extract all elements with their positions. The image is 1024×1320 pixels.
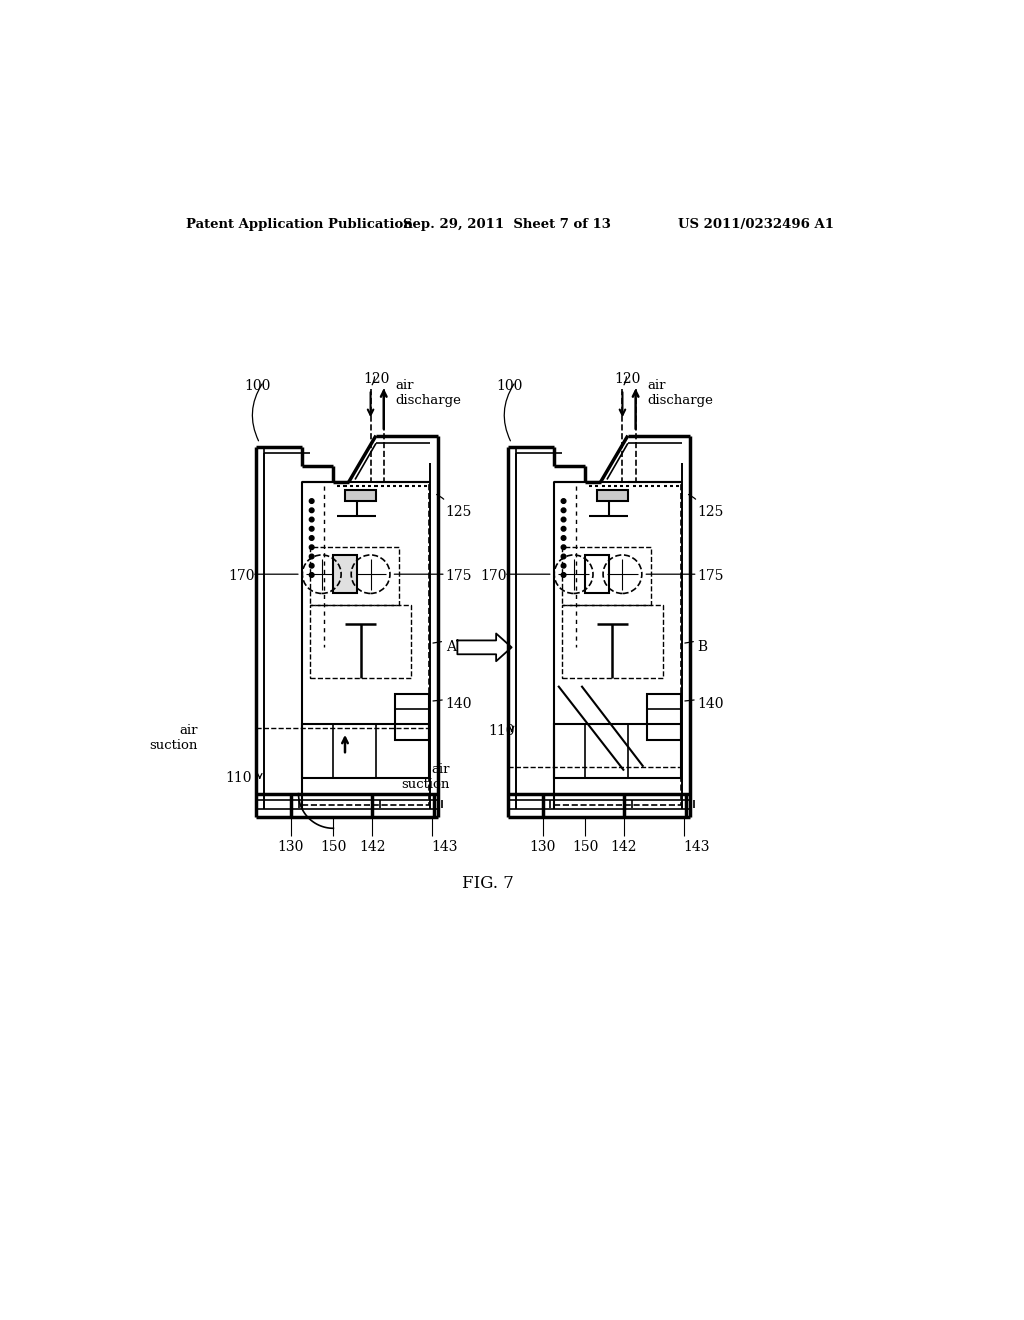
Bar — [395, 693, 429, 739]
Text: 100: 100 — [496, 379, 522, 393]
Circle shape — [561, 536, 566, 540]
Text: FIG. 7: FIG. 7 — [463, 875, 514, 891]
Text: 143: 143 — [684, 840, 711, 854]
Bar — [302, 725, 429, 779]
Circle shape — [561, 573, 566, 577]
Text: 120: 120 — [362, 372, 389, 385]
Text: 150: 150 — [572, 840, 598, 854]
Text: 143: 143 — [432, 840, 459, 854]
Text: 100: 100 — [245, 379, 270, 393]
Text: 150: 150 — [321, 840, 346, 854]
Text: 130: 130 — [529, 840, 556, 854]
Bar — [345, 490, 376, 502]
Circle shape — [561, 554, 566, 558]
Circle shape — [309, 536, 314, 540]
Text: 170: 170 — [228, 569, 255, 583]
Text: Patent Application Publication: Patent Application Publication — [186, 218, 413, 231]
Text: 110: 110 — [488, 725, 515, 738]
Circle shape — [561, 517, 566, 521]
Circle shape — [309, 508, 314, 512]
Circle shape — [309, 527, 314, 531]
Bar — [554, 725, 681, 779]
Bar — [597, 490, 628, 502]
Bar — [562, 605, 663, 678]
Text: 120: 120 — [614, 372, 641, 385]
Text: 175: 175 — [445, 569, 472, 583]
Bar — [302, 482, 429, 805]
Text: 142: 142 — [610, 840, 637, 854]
Circle shape — [309, 517, 314, 521]
Text: air
suction: air suction — [401, 763, 450, 791]
Circle shape — [309, 564, 314, 568]
Bar — [310, 605, 411, 678]
Text: 140: 140 — [697, 697, 724, 711]
Circle shape — [561, 499, 566, 503]
Bar — [334, 554, 356, 594]
Text: air
discharge: air discharge — [647, 379, 713, 408]
Circle shape — [309, 545, 314, 549]
Text: US 2011/0232496 A1: US 2011/0232496 A1 — [678, 218, 835, 231]
Text: 142: 142 — [358, 840, 385, 854]
Text: A: A — [445, 640, 456, 653]
Bar — [310, 548, 399, 605]
Circle shape — [309, 499, 314, 503]
Bar — [554, 482, 681, 805]
Circle shape — [561, 564, 566, 568]
Circle shape — [309, 554, 314, 558]
Text: 125: 125 — [697, 506, 724, 519]
Text: 110: 110 — [225, 771, 251, 784]
Circle shape — [561, 527, 566, 531]
Text: 170: 170 — [480, 569, 507, 583]
Text: Sep. 29, 2011  Sheet 7 of 13: Sep. 29, 2011 Sheet 7 of 13 — [403, 218, 611, 231]
Bar — [562, 548, 651, 605]
Circle shape — [561, 545, 566, 549]
Circle shape — [309, 573, 314, 577]
Text: B: B — [697, 640, 708, 653]
Text: 130: 130 — [278, 840, 304, 854]
Bar — [647, 693, 681, 739]
Text: air
discharge: air discharge — [395, 379, 461, 408]
Circle shape — [561, 508, 566, 512]
Text: 140: 140 — [445, 697, 472, 711]
Bar — [586, 554, 608, 594]
Text: air
suction: air suction — [150, 725, 198, 752]
Text: 125: 125 — [445, 506, 472, 519]
Text: 175: 175 — [697, 569, 724, 583]
